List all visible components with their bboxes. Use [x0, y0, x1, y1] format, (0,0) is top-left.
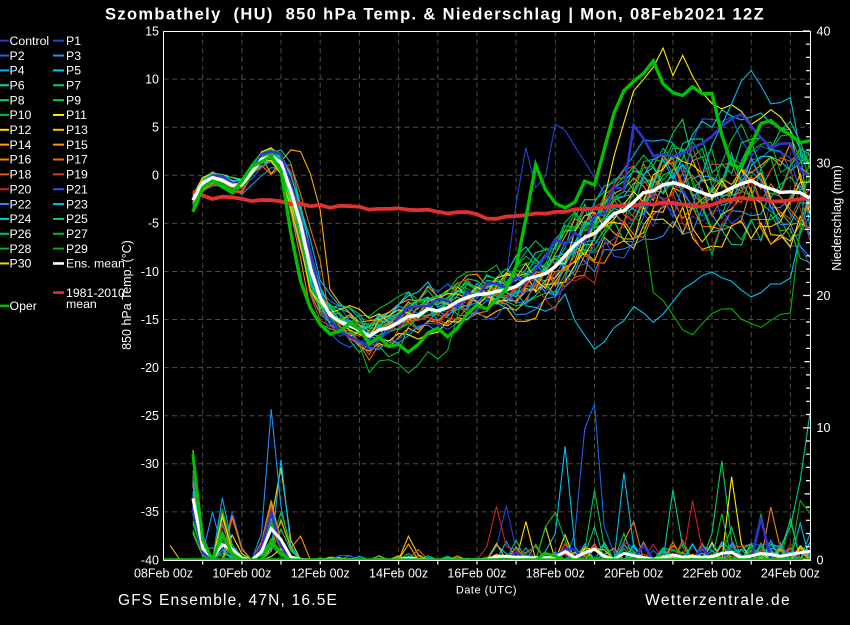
svg-text:P29: P29 — [66, 242, 88, 256]
svg-text:P26: P26 — [10, 227, 32, 241]
svg-text:Wetterzentrale.de: Wetterzentrale.de — [645, 592, 791, 609]
svg-text:P12: P12 — [10, 123, 32, 137]
svg-text:P20: P20 — [10, 182, 32, 196]
svg-text:-40: -40 — [141, 553, 159, 567]
svg-text:30: 30 — [817, 157, 831, 171]
svg-text:P14: P14 — [10, 138, 32, 152]
svg-text:P13: P13 — [66, 123, 88, 137]
svg-text:40: 40 — [817, 24, 831, 38]
svg-text:mean: mean — [66, 297, 97, 311]
svg-text:Niederschlag (mm): Niederschlag (mm) — [830, 165, 844, 271]
svg-text:18Feb 00z: 18Feb 00z — [526, 567, 585, 581]
svg-text:P18: P18 — [10, 168, 32, 182]
svg-text:Date (UTC): Date (UTC) — [456, 585, 517, 597]
svg-text:-15: -15 — [141, 313, 159, 327]
svg-text:P24: P24 — [10, 212, 32, 226]
svg-text:1981-2010: 1981-2010 — [66, 286, 125, 300]
svg-text:P23: P23 — [66, 197, 88, 211]
svg-text:22Feb 00z: 22Feb 00z — [683, 567, 742, 581]
svg-text:P6: P6 — [10, 78, 25, 92]
svg-text:P8: P8 — [10, 93, 25, 107]
svg-text:10Feb 00z: 10Feb 00z — [212, 567, 271, 581]
svg-text:P1: P1 — [66, 34, 81, 48]
svg-text:20: 20 — [817, 289, 831, 303]
svg-text:0: 0 — [152, 169, 159, 183]
svg-text:10: 10 — [817, 421, 831, 435]
svg-text:24Feb 00z: 24Feb 00z — [761, 567, 820, 581]
svg-text:P22: P22 — [10, 197, 32, 211]
svg-text:-10: -10 — [141, 265, 159, 279]
svg-text:-5: -5 — [148, 217, 159, 231]
svg-text:P16: P16 — [10, 153, 32, 167]
svg-text:14Feb 00z: 14Feb 00z — [369, 567, 428, 581]
svg-text:GFS Ensemble, 47N, 16.5E: GFS Ensemble, 47N, 16.5E — [118, 592, 338, 609]
svg-text:P28: P28 — [10, 242, 32, 256]
svg-text:Ens. mean: Ens. mean — [66, 257, 125, 271]
svg-text:Oper: Oper — [10, 299, 37, 313]
svg-text:P10: P10 — [10, 108, 32, 122]
svg-text:P19: P19 — [66, 168, 88, 182]
svg-text:Control: Control — [10, 34, 50, 48]
svg-text:P4: P4 — [10, 64, 25, 78]
svg-text:0: 0 — [817, 553, 824, 567]
svg-text:P25: P25 — [66, 212, 88, 226]
svg-text:16Feb 00z: 16Feb 00z — [447, 567, 506, 581]
svg-text:08Feb 00z: 08Feb 00z — [134, 567, 193, 581]
svg-text:P30: P30 — [10, 257, 32, 271]
svg-text:-35: -35 — [141, 505, 159, 519]
svg-text:P17: P17 — [66, 153, 88, 167]
svg-text:5: 5 — [152, 121, 159, 135]
svg-text:-20: -20 — [141, 361, 159, 375]
svg-text:P11: P11 — [66, 108, 87, 122]
svg-text:P21: P21 — [66, 182, 88, 196]
svg-text:P5: P5 — [66, 64, 81, 78]
svg-text:Szombathely (HU) 850 hPa Tem: Szombathely (HU) 850 hPa Temp. & Nieders… — [105, 6, 765, 24]
svg-text:P9: P9 — [66, 93, 81, 107]
svg-text:P2: P2 — [10, 49, 25, 63]
svg-text:-30: -30 — [141, 457, 159, 471]
svg-text:10: 10 — [145, 72, 159, 86]
svg-text:P3: P3 — [66, 49, 81, 63]
svg-text:P15: P15 — [66, 138, 88, 152]
svg-text:P27: P27 — [66, 227, 88, 241]
svg-text:850 hPa Temp. (°C): 850 hPa Temp. (°C) — [120, 240, 134, 350]
svg-text:12Feb 00z: 12Feb 00z — [291, 567, 350, 581]
svg-text:P7: P7 — [66, 78, 81, 92]
svg-text:-25: -25 — [141, 409, 159, 423]
svg-text:15: 15 — [145, 24, 159, 38]
svg-text:20Feb 00z: 20Feb 00z — [604, 567, 663, 581]
